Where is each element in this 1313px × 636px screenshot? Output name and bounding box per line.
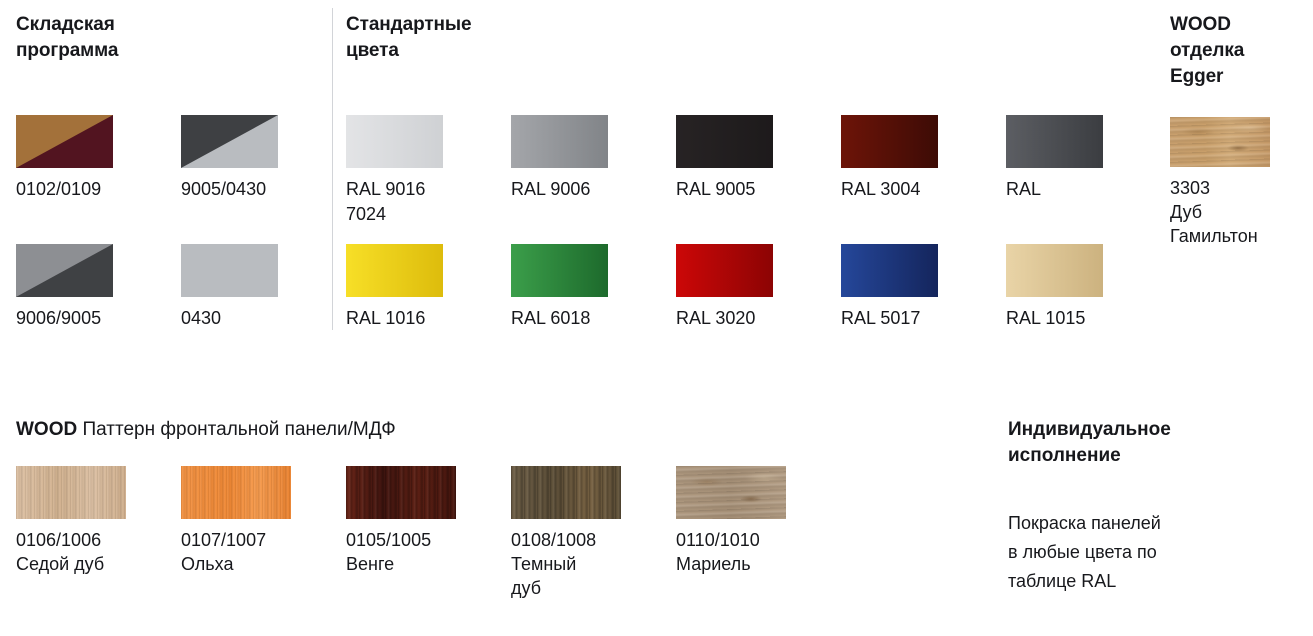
individual-execution-title: Индивидуальное исполнение	[1008, 419, 1171, 466]
swatch-color	[181, 244, 278, 297]
color-swatch	[16, 115, 113, 168]
swatch-label: 0108/1008 Темный дуб	[511, 530, 597, 598]
wood-pattern-title-rest: Паттерн фронтальной панели/МДФ	[77, 419, 396, 440]
swatch-cell-0102-0109[interactable]: 0102/0109	[16, 115, 113, 202]
swatch-color	[511, 115, 608, 168]
swatch-color	[841, 115, 938, 168]
swatch-cell-ral-5017[interactable]: RAL 5017	[841, 244, 938, 331]
swatch-color	[676, 244, 773, 297]
color-swatch	[181, 115, 278, 168]
swatch-label: 3303 Дуб Гамильтон	[1170, 178, 1258, 246]
swatch-label: RAL 9016 7024	[346, 179, 426, 224]
swatch-cell-0106-1006[interactable]: 0106/1006 Седой дуб	[16, 466, 126, 576]
swatch-cell-ral-3004[interactable]: RAL 3004	[841, 115, 938, 202]
swatch-cell-3303-oak-hamilton[interactable]: 3303 Дуб Гамильтон	[1170, 117, 1270, 248]
color-swatch	[676, 244, 773, 297]
swatch-color	[511, 244, 608, 297]
color-swatch	[346, 244, 443, 297]
swatch-label: RAL	[1006, 179, 1042, 199]
swatch-label: RAL 5017	[841, 308, 921, 328]
swatch-cell-ral-9005[interactable]: RAL 9005	[676, 115, 773, 202]
swatch-label: RAL 9006	[511, 179, 591, 199]
wood-pattern-title: WOOD Паттерн фронтальной панели/МДФ	[16, 417, 396, 443]
swatch-label: 0102/0109	[16, 179, 102, 199]
swatch-cell-0430[interactable]: 0430	[181, 244, 278, 331]
swatch-cell-9005-0430[interactable]: 9005/0430	[181, 115, 278, 202]
wood-knot-texture	[676, 466, 786, 519]
swatch-label: RAL 6018	[511, 308, 591, 328]
color-swatch	[511, 115, 608, 168]
wood-grain-texture	[16, 466, 126, 519]
swatch-label: 0105/1005 Венге	[346, 530, 432, 574]
individual-execution-text: Покраска панелей в любые цвета по таблиц…	[1008, 513, 1161, 591]
color-swatch	[181, 244, 278, 297]
swatch-label: 9006/9005	[16, 308, 102, 328]
color-swatch	[841, 244, 938, 297]
swatch-cell-0107-1007[interactable]: 0107/1007 Ольха	[181, 466, 291, 576]
swatch-cell-ral-9016[interactable]: RAL 9016 7024	[346, 115, 443, 227]
egger-wood-finish-title: WOOD отделка Egger	[1170, 14, 1245, 87]
swatch-label: 0430	[181, 308, 222, 328]
wood-grain-texture	[1170, 117, 1270, 167]
swatch-cell-ral[interactable]: RAL	[1006, 115, 1103, 202]
color-swatch	[1006, 244, 1103, 297]
warehouse-program-title: Складская программа	[16, 14, 119, 61]
swatch-color	[676, 115, 773, 168]
wood-grain-texture	[511, 466, 621, 519]
vertical-divider	[332, 8, 333, 330]
wood-swatch	[511, 466, 621, 519]
swatch-label: 0106/1006 Седой дуб	[16, 530, 105, 574]
wood-swatch	[1170, 117, 1270, 167]
wood-swatch	[181, 466, 291, 519]
swatch-label: RAL 1016	[346, 308, 426, 328]
wood-grain-texture	[181, 466, 291, 519]
wood-knot-texture	[1170, 117, 1270, 167]
wood-swatch	[676, 466, 786, 519]
swatch-cell-ral-1016[interactable]: RAL 1016	[346, 244, 443, 331]
color-swatch	[16, 244, 113, 297]
swatch-cell-ral-1015[interactable]: RAL 1015	[1006, 244, 1103, 331]
color-swatch	[841, 115, 938, 168]
swatch-color	[346, 244, 443, 297]
swatch-label: RAL 3004	[841, 179, 921, 199]
wood-swatch	[346, 466, 456, 519]
swatch-cell-0108-1008[interactable]: 0108/1008 Темный дуб	[511, 466, 621, 600]
wood-grain-texture	[346, 466, 456, 519]
swatch-label: 0110/1010 Мариель	[676, 530, 760, 574]
swatch-cell-ral-9006[interactable]: RAL 9006	[511, 115, 608, 202]
swatch-color	[841, 244, 938, 297]
swatch-cell-ral-3020[interactable]: RAL 3020	[676, 244, 773, 331]
swatch-label: 0107/1007 Ольха	[181, 530, 267, 574]
wood-grain-texture	[676, 466, 786, 519]
swatch-label: 9005/0430	[181, 179, 267, 199]
swatch-cell-0105-1005[interactable]: 0105/1005 Венге	[346, 466, 456, 576]
swatch-color	[346, 115, 443, 168]
color-swatch	[676, 115, 773, 168]
swatch-cell-ral-6018[interactable]: RAL 6018	[511, 244, 608, 331]
color-swatch	[346, 115, 443, 168]
swatch-color	[1006, 244, 1103, 297]
swatch-label: RAL 9005	[676, 179, 756, 199]
wood-swatch	[16, 466, 126, 519]
swatch-color	[1006, 115, 1103, 168]
standard-colors-title: Стандартные цвета	[346, 14, 472, 61]
swatch-cell-9006-9005[interactable]: 9006/9005	[16, 244, 113, 331]
wood-pattern-title-bold: WOOD	[16, 419, 78, 440]
swatch-label: RAL 1015	[1006, 308, 1086, 328]
color-swatch	[1006, 115, 1103, 168]
swatch-cell-0110-1010[interactable]: 0110/1010 Мариель	[676, 466, 786, 576]
swatch-label: RAL 3020	[676, 308, 756, 328]
color-swatch	[511, 244, 608, 297]
